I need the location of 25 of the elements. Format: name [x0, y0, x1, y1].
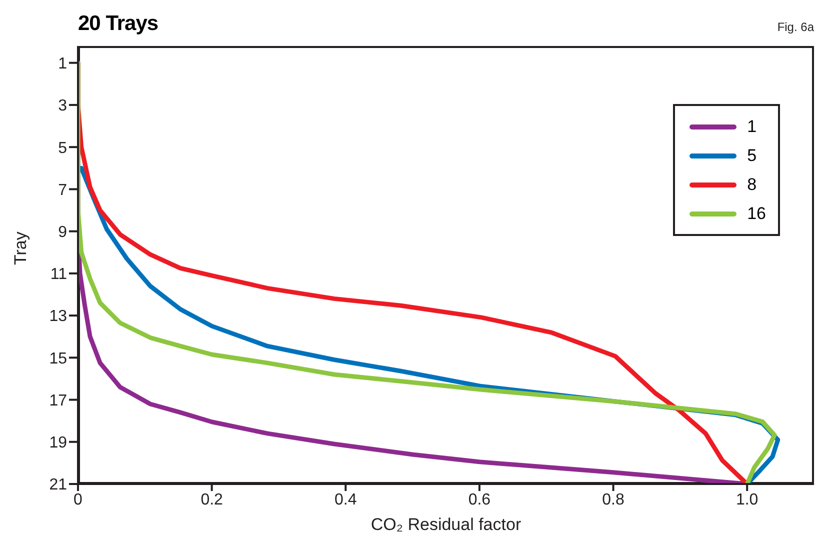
y-tick-label: 21: [49, 476, 68, 494]
x-tick-label: 0.4: [334, 491, 357, 508]
y-tick-label: 5: [58, 140, 68, 157]
legend-label: 1: [747, 116, 757, 136]
x-axis-title: CO₂ Residual factor: [370, 515, 522, 534]
y-tick-label: 19: [49, 434, 68, 452]
x-tick-label: 0.2: [200, 491, 224, 508]
y-tick-label: 17: [49, 392, 68, 410]
y-axis-title: Tray: [11, 231, 30, 265]
legend-label: 5: [747, 146, 757, 166]
chart-title: 20 Trays: [78, 12, 158, 36]
y-tick-label: 7: [58, 182, 68, 199]
y-tick-label: 11: [50, 266, 68, 284]
y-tick-label: 15: [49, 350, 68, 368]
y-tick-label: 1: [58, 56, 68, 73]
y-tick-label: 13: [49, 308, 68, 326]
x-tick-label: 0: [74, 491, 83, 508]
x-tick-label: 1.0: [736, 491, 758, 508]
caption: Fig. 6a: [777, 20, 814, 34]
legend-label: 8: [747, 174, 757, 194]
x-tick-label: 0.6: [468, 491, 491, 508]
y-tick-label: 3: [58, 98, 68, 115]
legend-label: 16: [747, 204, 766, 224]
y-tick-label: 9: [58, 224, 68, 241]
x-tick-label: 0.8: [602, 491, 624, 508]
